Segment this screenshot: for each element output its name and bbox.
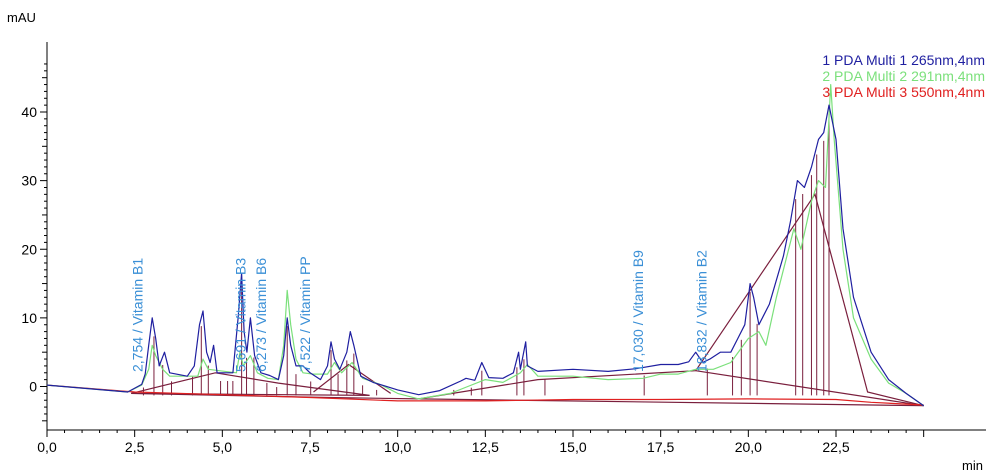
x-tick-label: 5,0 (213, 439, 233, 455)
y-tick-label: 20 (21, 241, 37, 257)
x-tick-label: 15,0 (559, 439, 586, 455)
series-line-2 (46, 84, 925, 407)
x-ticks: 0,0 2,5 5,0 7,5 10,0 12,5 15,0 17,5 20,0 22,5 (37, 430, 925, 455)
y-tick-label: 0 (29, 379, 37, 395)
x-tick-label: 20,0 (735, 439, 762, 455)
y-tick-label: 10 (21, 310, 37, 326)
peak-label: 17,030 / Vitamin B9 (630, 250, 646, 372)
x-tick-label: 7,5 (300, 439, 320, 455)
peak-labels: 2,754 / Vitamin B1 5,691 / Vitamin B3 6,27… (130, 250, 710, 372)
x-axis-unit-label: min (962, 458, 983, 473)
x-tick-label: 12,5 (472, 439, 499, 455)
series-lines (46, 84, 925, 407)
x-tick-label: 17,5 (647, 439, 674, 455)
series-line-3 (46, 384, 924, 406)
x-tick-label: 2,5 (125, 439, 145, 455)
legend-entry-1: 1 PDA Multi 1 265nm,4nm (822, 52, 985, 68)
peak-label: 2,754 / Vitamin B1 (130, 258, 146, 372)
integration-baseline (131, 372, 370, 396)
peak-label: 7,522 / Vitamin PP (297, 256, 313, 372)
series-line-1 (46, 104, 925, 407)
legend-entry-2: 2 PDA Multi 2 291nm,4nm (822, 68, 985, 84)
legend-entry-3: 3 PDA Multi 3 550nm,4nm (822, 84, 985, 100)
y-ticks: 0 10 20 30 40 (21, 63, 47, 422)
y-tick-label: 40 (21, 104, 37, 120)
peak-label: 18,832 / Vitamin B2 (693, 250, 709, 372)
y-axis-unit-label: mAU (7, 10, 36, 25)
integration-baseline (131, 192, 924, 407)
peak-label: 6,273 / Vitamin B6 (253, 258, 269, 372)
integration-baseline (695, 370, 924, 407)
peak-label: 5,691 / Vitamin B3 (233, 258, 249, 372)
integration-baselines (131, 192, 924, 407)
x-tick-label: 22,5 (822, 439, 849, 455)
x-tick-label: 10,0 (384, 439, 411, 455)
x-tick-label: 0,0 (37, 439, 57, 455)
y-tick-label: 30 (21, 173, 37, 189)
